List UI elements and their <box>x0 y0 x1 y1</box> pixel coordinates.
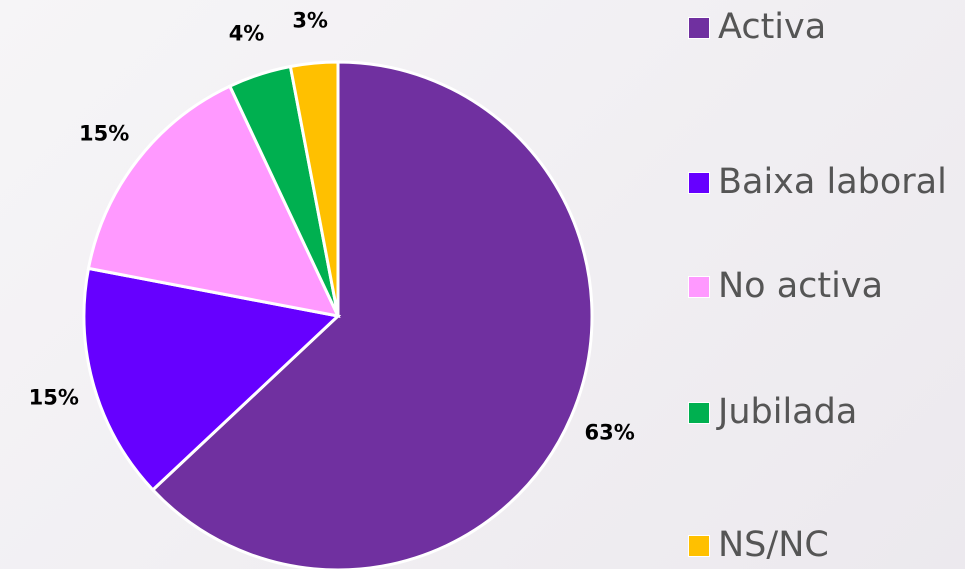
data-label: 4% <box>229 21 265 45</box>
legend-swatch <box>688 535 710 557</box>
legend-item: No activa <box>688 265 965 308</box>
data-label: 63% <box>585 421 635 445</box>
legend-item: Baixa laboral <box>688 161 965 204</box>
data-label: 15% <box>79 122 129 146</box>
legend-label: Baixa laboral <box>718 162 947 202</box>
legend-swatch <box>688 276 710 298</box>
legend-item: Activa <box>688 6 965 49</box>
legend-swatch <box>688 402 710 424</box>
legend-label: Jubilada <box>718 392 858 432</box>
legend-swatch <box>688 17 710 39</box>
data-label: 3% <box>292 8 328 32</box>
pie-slice <box>288 60 340 317</box>
pie-slice <box>150 60 594 569</box>
data-label: 15% <box>29 386 79 410</box>
pie-slice <box>82 266 342 492</box>
legend-label: No activa <box>718 266 884 306</box>
legend-swatch <box>688 172 710 194</box>
pie-slice <box>86 84 341 319</box>
legend-label: Activa <box>718 7 827 47</box>
legend-item: Jubilada <box>688 391 965 434</box>
legend-item: NS/NC <box>688 524 965 567</box>
legend-label: NS/NC <box>718 525 829 565</box>
